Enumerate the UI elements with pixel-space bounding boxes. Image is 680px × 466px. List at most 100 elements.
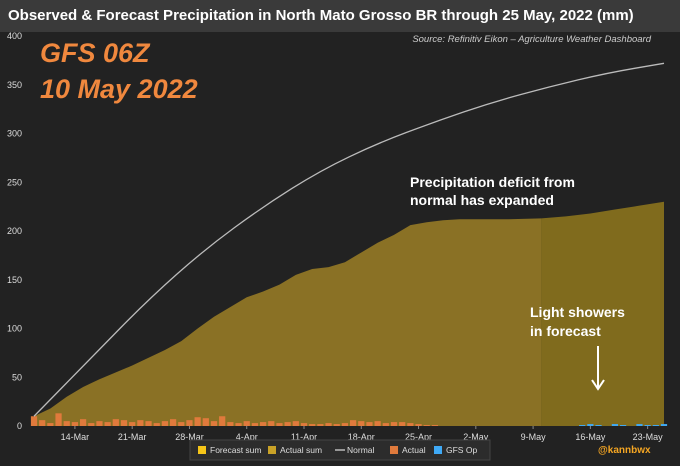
- actual-bar: [120, 420, 128, 426]
- actual-bar: [251, 423, 259, 426]
- actual-bar: [186, 420, 193, 426]
- actual-bar: [153, 423, 160, 426]
- x-tick-label: 25-Apr: [405, 432, 432, 442]
- x-tick-label: 23-May: [633, 432, 664, 442]
- gfs-op-bar: [652, 425, 659, 426]
- actual-bar: [333, 424, 340, 426]
- actual-bar: [382, 423, 389, 426]
- actual-bar: [129, 422, 136, 426]
- actual-bar: [104, 422, 111, 426]
- x-tick-label: 9-May: [521, 432, 547, 442]
- actual-bar: [39, 420, 46, 426]
- x-tick-label: 11-Apr: [291, 432, 317, 442]
- model-run-date: 10 May 2022: [40, 74, 198, 104]
- actual-bar: [300, 423, 308, 426]
- line-series: [33, 62, 665, 417]
- gfs-op-bar: [611, 424, 619, 426]
- x-tick-label: 16-May: [575, 432, 606, 442]
- actual-bar: [47, 423, 54, 426]
- actual-bar: [71, 422, 79, 426]
- actual-bar: [210, 421, 218, 426]
- y-tick-label: 350: [7, 80, 22, 90]
- x-tick-label: 21-Mar: [118, 432, 147, 442]
- actual-bar: [202, 418, 209, 426]
- actual-bar: [358, 421, 365, 426]
- y-tick-label: 150: [7, 275, 22, 285]
- y-tick-label: 100: [7, 324, 22, 334]
- actual-bar: [292, 421, 299, 426]
- actual-bar: [341, 423, 349, 426]
- actual-bar: [169, 419, 177, 426]
- x-tick-label: 2-May: [463, 432, 489, 442]
- actual-bar: [390, 422, 398, 426]
- legend-label: Actual: [402, 445, 426, 455]
- actual-bar: [235, 423, 242, 426]
- legend-swatch: [390, 446, 398, 454]
- legend-swatch: [268, 446, 276, 454]
- actual-bar: [259, 422, 267, 426]
- actual-bar: [325, 423, 332, 426]
- model-run-label: GFS 06Z: [40, 38, 151, 68]
- gfs-op-bar: [579, 425, 586, 426]
- legend: Forecast sum Actual sum Normal Actual GFS Op: [189, 439, 491, 461]
- actual-bar: [79, 419, 87, 426]
- actual-bar: [178, 422, 185, 426]
- area-series: [34, 201, 664, 426]
- author-handle: @kannbwx: [598, 445, 651, 456]
- actual-bar: [407, 423, 414, 426]
- y-tick-label: 400: [7, 31, 22, 41]
- actual-bar: [268, 421, 275, 426]
- actual-bar: [284, 422, 291, 426]
- actual-bar: [243, 421, 250, 426]
- y-axis: 0 50 100 150 200 250 300 350 400: [7, 31, 22, 431]
- actual-bar: [317, 424, 324, 426]
- x-tick-label: 14-Mar: [61, 432, 90, 442]
- actual-bar: [112, 419, 119, 426]
- actual-sum-area: [34, 218, 542, 426]
- legend-label: Forecast sum: [210, 445, 262, 455]
- y-tick-label: 50: [12, 372, 22, 382]
- gfs-op-bar: [636, 424, 643, 426]
- gfs-op-bar: [660, 424, 668, 426]
- legend-label: Normal: [347, 445, 375, 455]
- actual-bar: [431, 425, 439, 426]
- actual-bar: [366, 422, 373, 426]
- deficit-annotation-line1: Precipitation deficit from: [410, 174, 575, 190]
- actual-bar: [88, 423, 95, 426]
- chart-title: Observed & Forecast Precipitation in Nor…: [0, 0, 680, 32]
- showers-annotation-line2: in forecast: [530, 323, 601, 339]
- x-tick-label: 18-Apr: [348, 432, 375, 442]
- legend-label: Actual sum: [280, 445, 322, 455]
- actual-bar: [161, 421, 169, 426]
- arrow-down-icon: [591, 346, 605, 391]
- x-tick-label: 28-Mar: [175, 432, 204, 442]
- actual-bar: [55, 413, 62, 426]
- normal-line: [33, 62, 665, 417]
- y-tick-label: 250: [7, 177, 22, 187]
- gfs-op-bar: [619, 425, 627, 426]
- gfs-op-bar: [587, 424, 594, 426]
- deficit-annotation-line2: normal has expanded: [410, 192, 554, 208]
- actual-bar: [399, 422, 406, 426]
- actual-bar: [30, 416, 38, 426]
- actual-bar: [415, 424, 422, 426]
- actual-bar: [63, 421, 70, 426]
- actual-bar: [96, 421, 103, 426]
- x-tick-label: 4-Apr: [236, 432, 258, 442]
- gfs-op-bar: [595, 425, 602, 426]
- bar-series: [30, 413, 668, 426]
- actual-bar: [309, 424, 316, 426]
- gfs-op-bar: [644, 425, 651, 426]
- legend-swatch: [434, 446, 442, 454]
- actual-bar: [145, 421, 152, 426]
- y-tick-label: 200: [7, 226, 22, 236]
- actual-bar: [349, 420, 357, 426]
- actual-bar: [227, 422, 234, 426]
- legend-swatch: [198, 446, 206, 454]
- forecast-sum-area: [541, 201, 664, 426]
- actual-bar: [374, 421, 381, 426]
- y-tick-label: 300: [7, 129, 22, 139]
- legend-label: GFS Op: [446, 445, 477, 455]
- actual-bar: [276, 423, 283, 426]
